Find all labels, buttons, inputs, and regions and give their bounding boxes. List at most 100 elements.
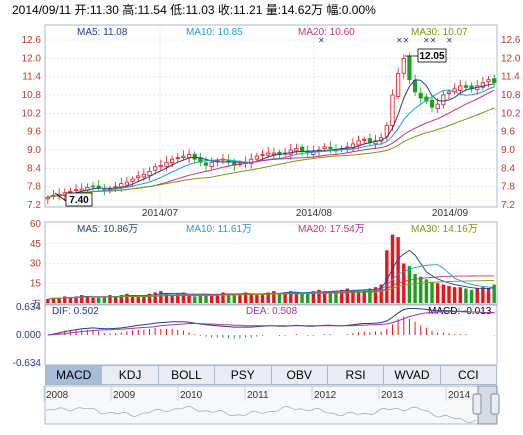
timeline-year-label: 2014 — [448, 390, 471, 401]
price-ma30-line — [47, 107, 495, 198]
volume-bar — [243, 292, 248, 303]
volume-bar — [91, 297, 95, 303]
price-y-axis-right: 12.6 12.0 11.4 10.8 10.2 9.6 9.0 8.4 7.8 7.2 — [501, 35, 521, 211]
x-tick-2014-09: 2014/09 — [432, 208, 469, 219]
tab-obv[interactable]: OBV — [272, 366, 328, 384]
candle-body — [170, 158, 175, 164]
candle-body — [435, 103, 440, 109]
price-ma30-label: MA30: 10.07 — [411, 27, 468, 38]
price-y-tick-left: 12.0 — [22, 53, 42, 64]
volume-y-tick: 15 — [30, 278, 42, 289]
volume-bar — [198, 295, 203, 303]
candle-body — [458, 85, 463, 91]
candle-body — [294, 148, 299, 152]
candle-body — [249, 158, 254, 165]
volume-bar — [294, 292, 299, 303]
candle-body — [209, 161, 214, 167]
price-y-axis-left: 12.6 12.0 11.4 10.8 10.2 9.6 9.0 8.4 7.8 7.2 — [22, 35, 42, 211]
volume-bar — [204, 293, 208, 303]
price-ma-lines — [47, 79, 495, 198]
candle-body — [73, 189, 79, 192]
tab-kdj[interactable]: KDJ — [102, 366, 159, 384]
tab-macd[interactable]: MACD — [46, 366, 103, 384]
tab-wvad[interactable]: WVAD — [384, 366, 441, 384]
candle-body — [396, 73, 401, 97]
timeline-left-handle[interactable] — [472, 393, 482, 415]
volume-bar — [328, 292, 333, 303]
price-y-tick-right: 12.6 — [501, 35, 521, 46]
volume-bar — [379, 284, 383, 303]
volume-bar — [142, 296, 146, 303]
candle-body — [418, 92, 423, 99]
volume-bar — [334, 291, 338, 303]
price-x-axis: 2014/07 2014/08 2014/09 — [142, 208, 469, 219]
volume-bar — [373, 287, 378, 303]
timeline-year-label: 2008 — [46, 390, 69, 401]
candle-body — [492, 78, 497, 83]
volume-bar — [464, 288, 468, 303]
macd-dif-label: DIF: 0.502 — [52, 306, 99, 317]
high-price-label: 12.05 — [419, 51, 444, 62]
candle-body — [441, 94, 446, 106]
price-y-tick-left: 7.2 — [27, 200, 41, 211]
price-ma20-label: MA20: 10.60 — [298, 27, 355, 38]
price-y-tick-right: 9.0 — [501, 145, 515, 156]
candle-body — [68, 190, 73, 193]
candle-body — [480, 82, 485, 88]
volume-bar — [187, 295, 191, 303]
low-price-marker: 7.40 — [54, 192, 93, 207]
volume-bar — [221, 292, 225, 303]
tab-boll[interactable]: BOLL — [159, 366, 216, 384]
tab-rsi[interactable]: RSI — [328, 366, 385, 384]
volume-bar — [486, 288, 491, 303]
volume-unit-label: 万 — [32, 299, 41, 309]
tab-psy[interactable]: PSY — [215, 366, 272, 384]
volume-bar — [317, 289, 321, 303]
macd-histogram — [52, 316, 495, 339]
indicator-tabs: MACD KDJ BOLL PSY OBV RSI WVAD CCI — [45, 365, 497, 385]
candle-body — [446, 91, 452, 94]
macd-y-axis: 0.634 0.000 -0.634 — [13, 302, 42, 369]
volume-bar — [441, 284, 446, 303]
candle-body — [401, 57, 406, 74]
price-y-tick-left: 7.8 — [27, 182, 41, 193]
volume-bar — [164, 293, 169, 303]
macd-dea-label: DEA: 0.508 — [246, 306, 298, 317]
macd-dea-line — [47, 311, 495, 336]
candle-body — [136, 175, 141, 179]
volume-bar — [96, 297, 101, 303]
volume-bar — [57, 297, 61, 303]
volume-bar — [351, 289, 355, 303]
volume-bar — [238, 293, 242, 303]
volume-bar — [481, 287, 485, 303]
volume-bar — [136, 295, 140, 303]
x-tick-2014-07: 2014/07 — [142, 208, 179, 219]
candle-body — [271, 152, 276, 155]
volume-bar — [232, 295, 236, 303]
volume-bar — [430, 281, 434, 303]
volume-ma30-line — [47, 279, 495, 300]
tab-cci[interactable]: CCI — [457, 368, 479, 382]
volume-bar — [51, 297, 56, 303]
price-y-tick-right: 7.8 — [501, 182, 515, 193]
price-y-tick-right: 7.2 — [501, 200, 515, 211]
high-price-marker: 12.05 — [405, 48, 447, 63]
volume-bar — [226, 293, 231, 303]
price-y-tick-left: 9.6 — [27, 127, 41, 138]
volume-bar — [255, 295, 259, 303]
price-y-tick-right: 10.2 — [501, 108, 521, 119]
candle-body — [299, 146, 305, 152]
timeline-right-handle[interactable] — [490, 393, 500, 415]
candle-body — [175, 157, 180, 160]
price-y-tick-left: 12.6 — [22, 35, 42, 46]
candle-body — [373, 140, 378, 145]
candle-body — [254, 155, 259, 160]
macd-y-tick: -0.634 — [13, 358, 42, 369]
event-marker-3: ✕✕ — [423, 36, 436, 45]
header-ohlc-text: 2014/09/11 开:11.30 高:11.54 低:11.03 收:11.… — [12, 2, 376, 17]
candle-body — [367, 138, 372, 143]
price-y-tick-right: 12.0 — [501, 53, 521, 64]
price-y-tick-left: 8.4 — [27, 163, 41, 174]
volume-bar — [108, 295, 112, 303]
volume-bar — [419, 276, 423, 303]
